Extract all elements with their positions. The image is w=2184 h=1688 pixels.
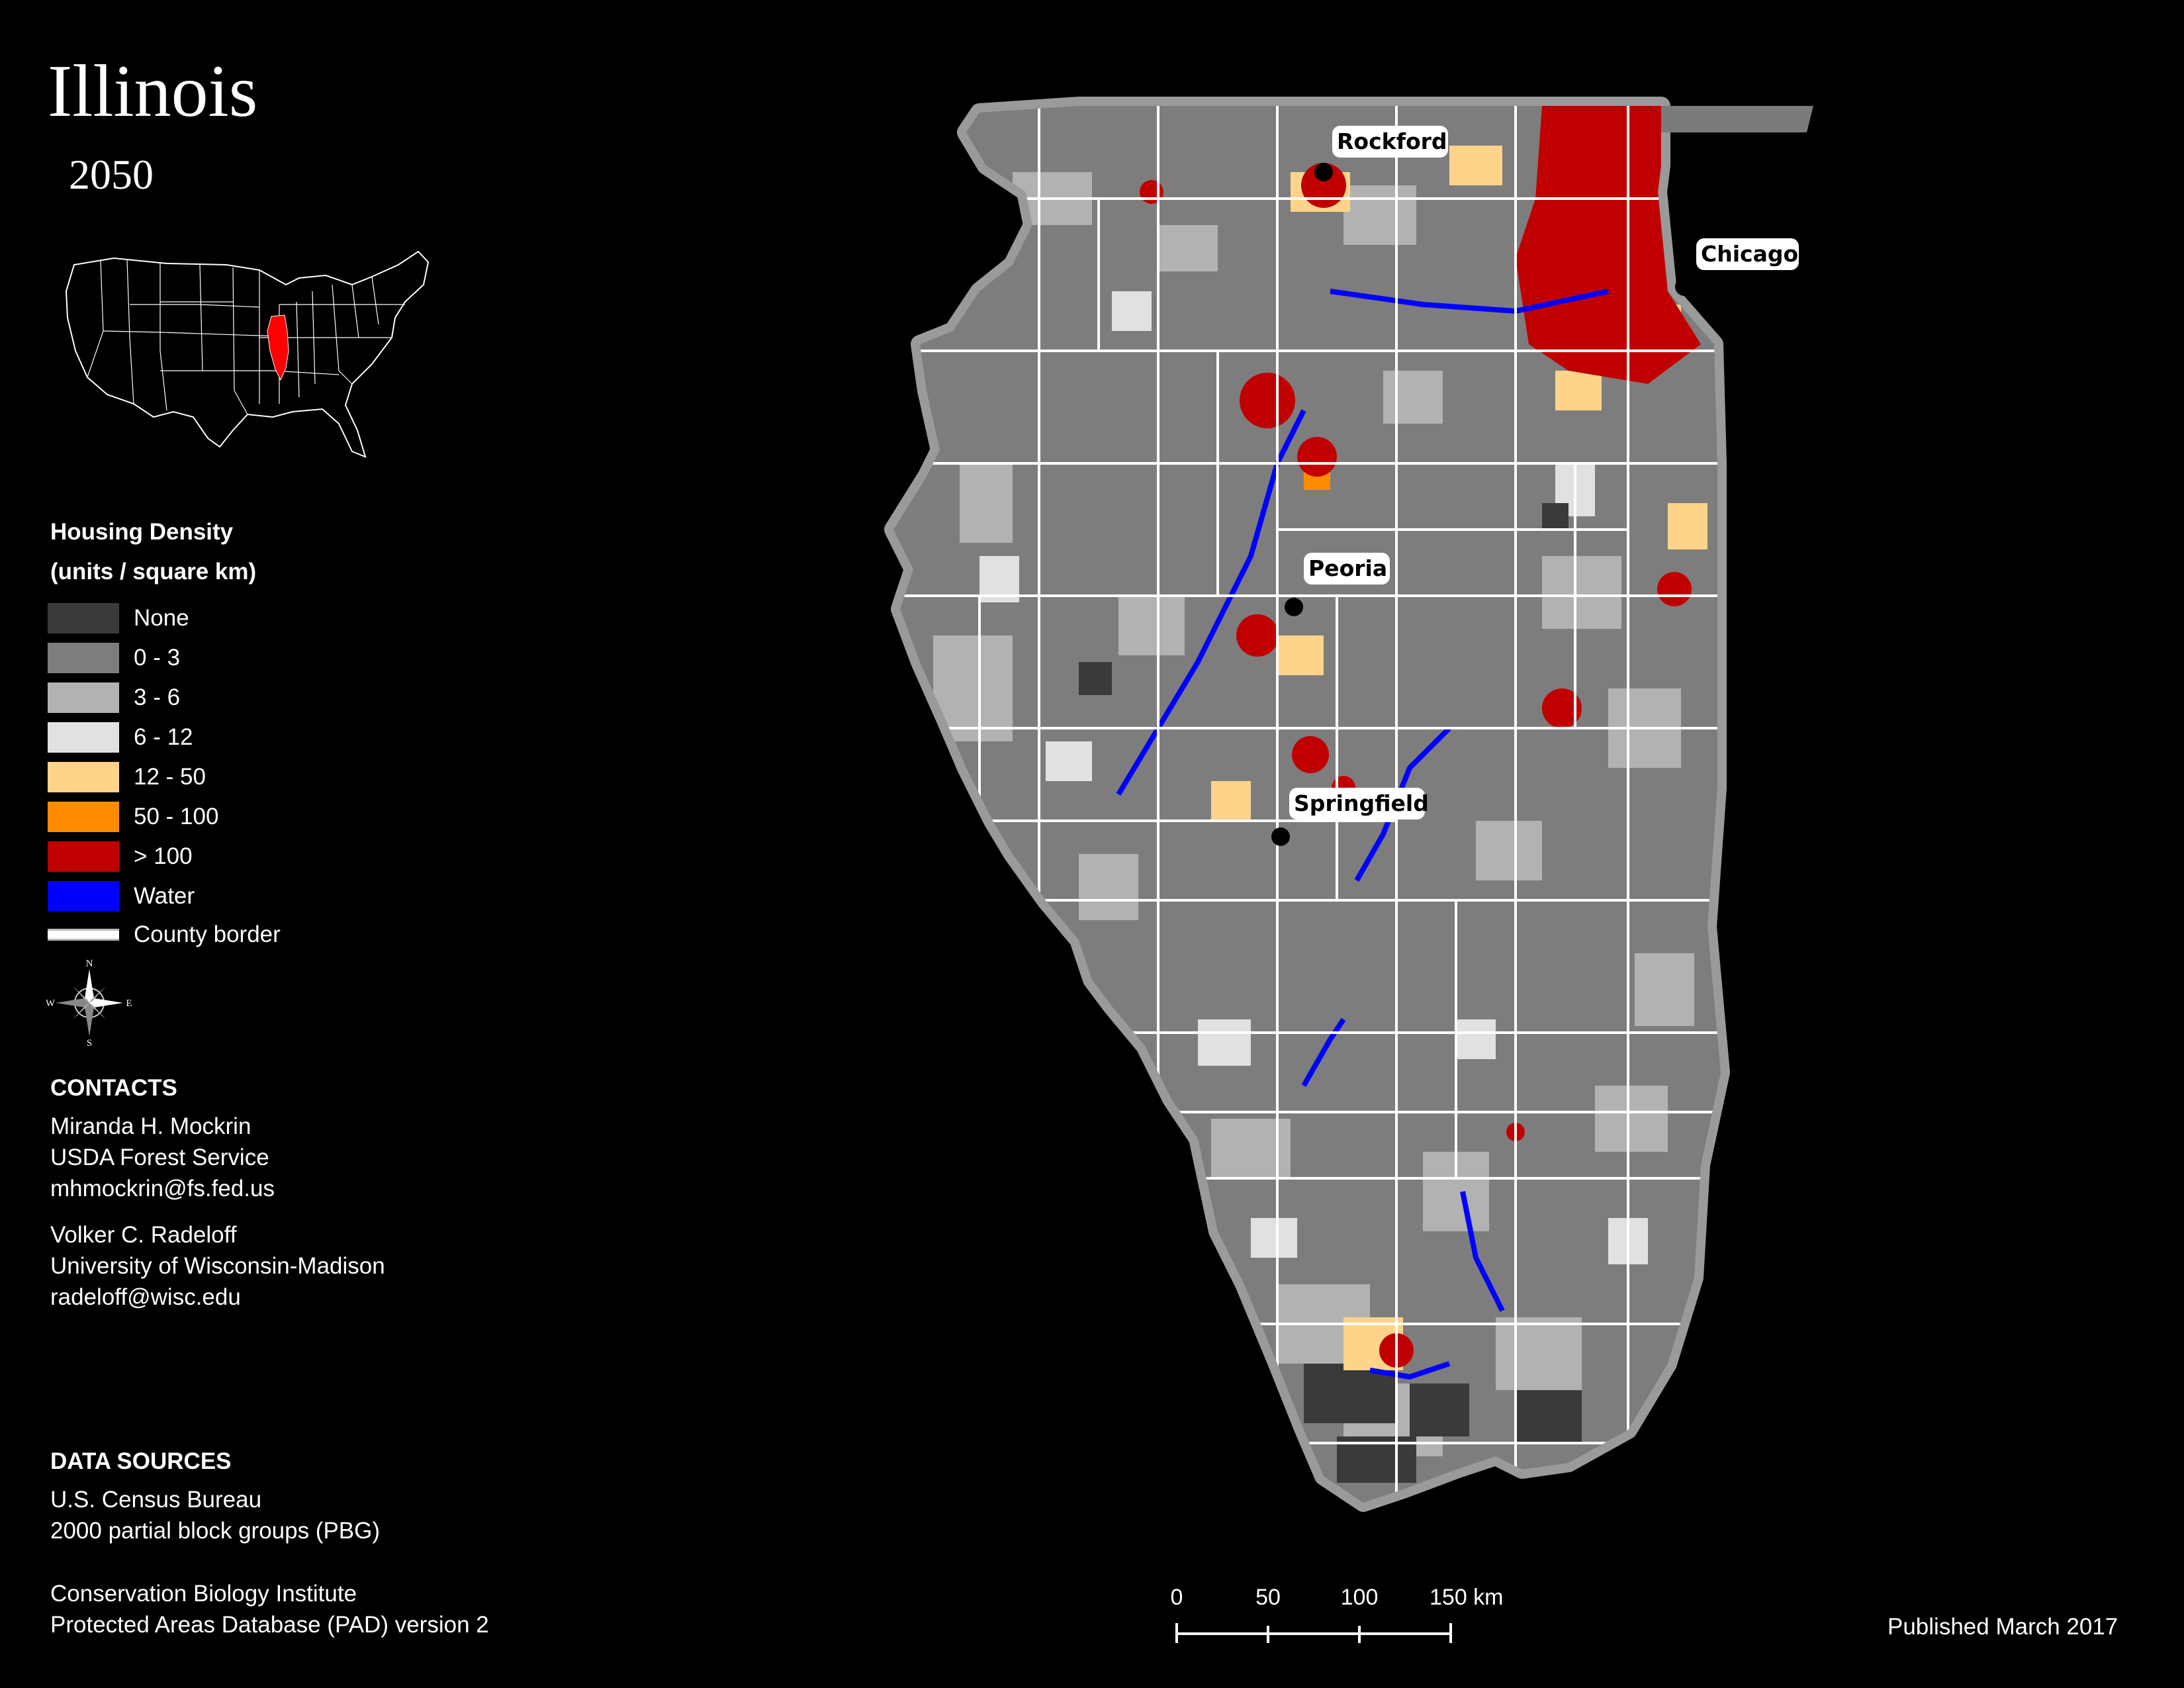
legend-swatch: [48, 841, 119, 872]
legend-title: Housing Density: [50, 519, 234, 545]
legend-label: 0 - 3: [134, 645, 181, 671]
usa-state-lines: [87, 259, 405, 415]
legend-swatch: [48, 762, 119, 792]
contact-name: Volker C. Radeloff: [50, 1222, 237, 1248]
map-year: 2050: [69, 151, 154, 198]
scale-tick-label: 150 km: [1430, 1585, 1504, 1610]
legend-label: 12 - 50: [134, 764, 206, 790]
city-label: Rockford: [1337, 128, 1447, 154]
legend-item-none: None: [48, 602, 189, 634]
contact-email[interactable]: radeloff@wisc.edu: [50, 1284, 241, 1310]
legend-label: > 100: [134, 843, 193, 869]
illinois-highlight: [267, 314, 289, 381]
legend-item-50-100: 50 - 100: [48, 801, 218, 833]
published-date: Published March 2017: [1888, 1614, 2118, 1640]
legend-swatch: [48, 643, 119, 673]
legend-units: (units / square km): [50, 559, 257, 585]
city-chicago[interactable]: Chicago: [1675, 238, 1799, 296]
compass-n: N: [86, 960, 93, 969]
scale-bar: 0 50 100 150 km: [1171, 1585, 1504, 1643]
contact-affiliation: University of Wisconsin-Madison: [50, 1253, 385, 1279]
data-source-line: Protected Areas Database (PAD) version 2: [50, 1612, 489, 1638]
legend-item-0-3: 0 - 3: [48, 642, 180, 674]
legend-label: None: [134, 605, 189, 631]
legend-label: County border: [134, 921, 281, 947]
legend-label: 3 - 6: [134, 684, 181, 710]
legend-swatch: [48, 722, 119, 753]
legend-item-over-100: > 100: [48, 841, 193, 872]
city-rockford[interactable]: Rockford: [1314, 126, 1448, 181]
city-springfield[interactable]: Springfield: [1271, 788, 1429, 846]
legend-item-county-border: County border: [48, 919, 281, 951]
compass-e: E: [126, 998, 132, 1009]
legend-swatch: [48, 603, 119, 633]
data-source-line: U.S. Census Bureau: [50, 1487, 262, 1513]
scale-tick-label: 100: [1341, 1585, 1379, 1610]
legend-swatch: [48, 682, 119, 713]
legend-swatch: [48, 929, 119, 941]
illinois-housing-density-map: Rockford Chicago Peoria Springfield: [884, 97, 1813, 1512]
compass-w: W: [46, 998, 56, 1009]
legend-label: 50 - 100: [134, 804, 219, 829]
city-label: Springfield: [1294, 790, 1429, 816]
map-title: Illinois: [48, 50, 258, 132]
compass-rose-icon: N S E W: [46, 960, 132, 1046]
contact-email[interactable]: mhmockrin@fs.fed.us: [50, 1176, 275, 1201]
scale-tick-label: 0: [1171, 1585, 1183, 1610]
usa-outline: [65, 250, 430, 458]
data-source-line: 2000 partial block groups (PBG): [50, 1518, 381, 1544]
legend-label: 6 - 12: [134, 724, 193, 750]
lake-strip: [1661, 106, 1813, 132]
contacts-heading: CONTACTS: [50, 1075, 177, 1101]
compass-s: S: [87, 1038, 92, 1046]
usa-locator-map: [65, 250, 430, 458]
data-sources-heading: DATA SOURCES: [50, 1448, 232, 1474]
data-source-line: Conservation Biology Institute: [50, 1581, 357, 1607]
city-label: Chicago: [1701, 241, 1798, 267]
contact-name: Miranda H. Mockrin: [50, 1113, 251, 1139]
legend-item-6-12: 6 - 12: [48, 722, 193, 753]
contact-affiliation: USDA Forest Service: [50, 1145, 269, 1170]
city-peoria[interactable]: Peoria: [1285, 553, 1390, 616]
scale-tick-label: 50: [1255, 1585, 1281, 1610]
legend-label: Water: [134, 883, 195, 909]
legend-item-12-50: 12 - 50: [48, 761, 206, 793]
legend-swatch: [48, 881, 119, 912]
legend-item-water: Water: [48, 880, 195, 912]
city-label: Peoria: [1308, 555, 1387, 581]
legend-swatch: [48, 802, 119, 832]
legend-item-3-6: 3 - 6: [48, 682, 180, 714]
